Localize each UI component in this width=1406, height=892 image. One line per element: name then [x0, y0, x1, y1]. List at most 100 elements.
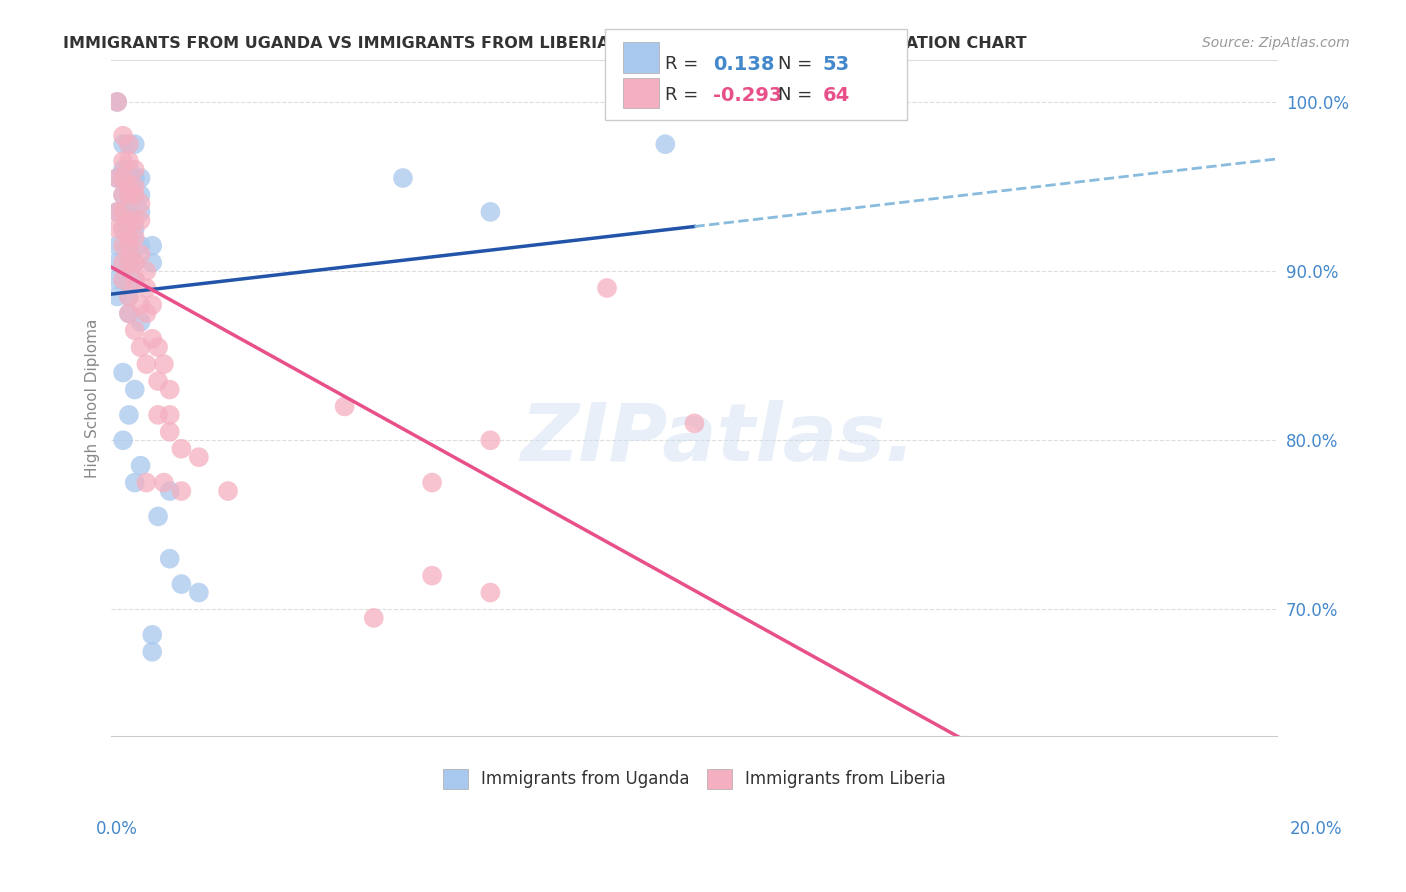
Point: [118, 306, 141, 320]
Point: [129, 298, 152, 312]
Point: [118, 137, 141, 152]
Point: [141, 298, 163, 312]
Point: [146, 408, 169, 422]
Text: ZIPatlas.: ZIPatlas.: [520, 400, 915, 477]
Point: [141, 332, 163, 346]
Point: [112, 434, 135, 448]
Point: [112, 221, 135, 235]
Point: [129, 458, 152, 473]
Point: [124, 221, 146, 235]
Point: [392, 171, 415, 186]
Point: [112, 255, 135, 269]
Point: [124, 475, 146, 490]
Point: [217, 483, 239, 498]
Text: N =: N =: [778, 87, 811, 104]
Point: [124, 137, 146, 152]
Text: 0.0%: 0.0%: [96, 820, 138, 838]
Point: [170, 483, 193, 498]
Text: 20.0%: 20.0%: [1291, 820, 1343, 838]
Point: [112, 272, 135, 286]
Text: 64: 64: [823, 86, 849, 105]
Point: [118, 221, 141, 235]
Point: [124, 179, 146, 194]
Point: [112, 205, 135, 219]
Point: [124, 188, 146, 202]
Legend: Immigrants from Uganda, Immigrants from Liberia: Immigrants from Uganda, Immigrants from …: [436, 762, 952, 796]
Point: [187, 585, 209, 599]
Point: [118, 171, 141, 186]
Point: [124, 272, 146, 286]
Point: [112, 366, 135, 380]
Point: [118, 154, 141, 169]
Point: [129, 205, 152, 219]
Point: [141, 255, 163, 269]
Point: [112, 128, 135, 143]
Point: [112, 221, 135, 235]
Point: [105, 255, 128, 269]
Text: 53: 53: [823, 54, 849, 74]
Point: [129, 238, 152, 252]
Point: [118, 238, 141, 252]
Point: [479, 585, 502, 599]
Point: [118, 188, 141, 202]
Point: [141, 645, 163, 659]
Point: [153, 475, 176, 490]
Point: [124, 171, 146, 186]
Point: [479, 205, 502, 219]
Point: [124, 213, 146, 227]
Point: [105, 221, 128, 235]
Text: R =: R =: [665, 55, 699, 73]
Point: [479, 434, 502, 448]
Point: [170, 442, 193, 456]
Y-axis label: High School Diploma: High School Diploma: [86, 318, 100, 478]
Point: [420, 568, 443, 582]
Point: [112, 188, 135, 202]
Point: [129, 171, 152, 186]
Point: [146, 374, 169, 388]
Point: [105, 205, 128, 219]
Point: [112, 171, 135, 186]
Point: [118, 408, 141, 422]
Point: [105, 272, 128, 286]
Point: [129, 213, 152, 227]
Point: [159, 551, 181, 566]
Point: [118, 179, 141, 194]
Point: [105, 289, 128, 303]
Point: [146, 509, 169, 524]
Point: [129, 247, 152, 261]
Point: [124, 272, 146, 286]
Point: [124, 162, 146, 177]
Point: [118, 255, 141, 269]
Point: [170, 577, 193, 591]
Point: [118, 306, 141, 320]
Point: [105, 171, 128, 186]
Point: [112, 137, 135, 152]
Point: [112, 272, 135, 286]
Point: [124, 171, 146, 186]
Point: [105, 205, 128, 219]
Point: [105, 95, 128, 109]
Point: [124, 230, 146, 244]
Point: [135, 281, 157, 295]
Point: [118, 205, 141, 219]
Point: [153, 357, 176, 371]
Point: [118, 289, 141, 303]
Point: [129, 196, 152, 211]
Point: [118, 213, 141, 227]
Point: [118, 289, 141, 303]
Point: [159, 483, 181, 498]
Point: [159, 408, 181, 422]
Point: [105, 95, 128, 109]
Point: [112, 238, 135, 252]
Point: [159, 425, 181, 439]
Point: [596, 281, 619, 295]
Point: [135, 357, 157, 371]
Point: [333, 400, 356, 414]
Text: R =: R =: [665, 87, 699, 104]
Text: IMMIGRANTS FROM UGANDA VS IMMIGRANTS FROM LIBERIA HIGH SCHOOL DIPLOMA CORRELATIO: IMMIGRANTS FROM UGANDA VS IMMIGRANTS FRO…: [63, 36, 1026, 51]
Point: [112, 154, 135, 169]
Point: [135, 306, 157, 320]
Point: [129, 315, 152, 329]
Point: [124, 255, 146, 269]
Text: N =: N =: [778, 55, 811, 73]
